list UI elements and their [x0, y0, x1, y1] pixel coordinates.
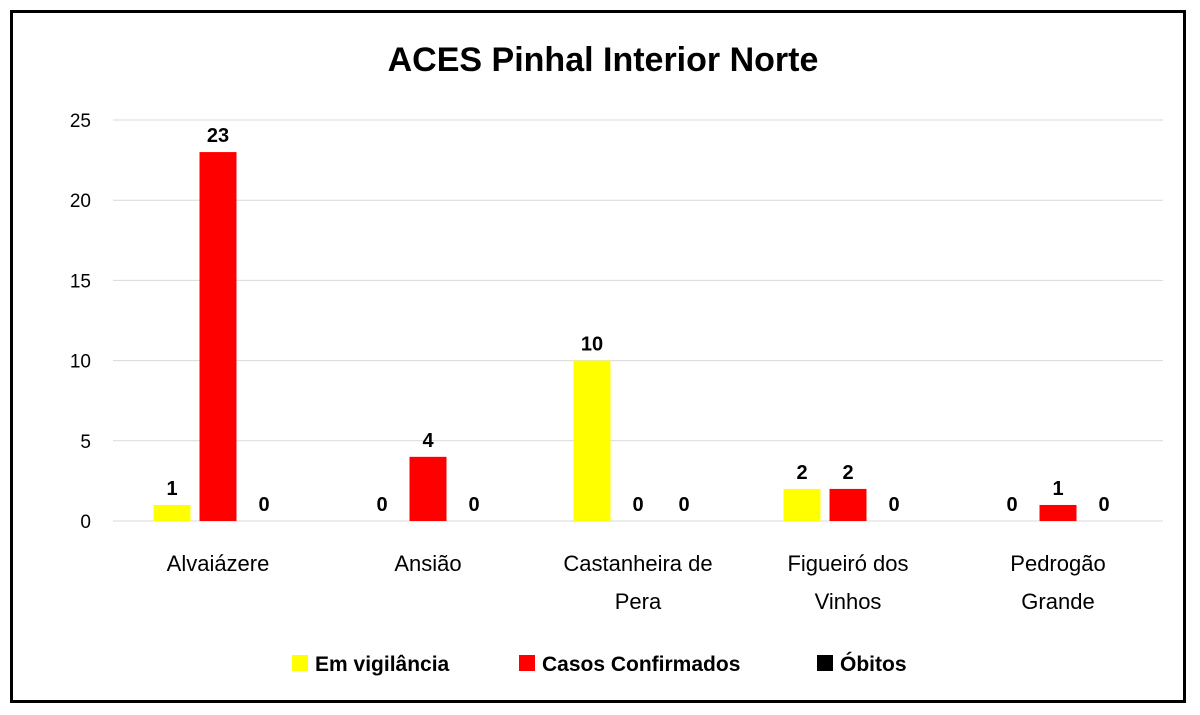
- data-label: 2: [796, 462, 807, 484]
- y-tick-label: 15: [70, 271, 91, 292]
- data-label: 2: [842, 462, 853, 484]
- data-label: 0: [1006, 494, 1017, 516]
- data-label: 0: [468, 494, 479, 516]
- legend-swatch: [292, 655, 308, 671]
- bar: [783, 488, 821, 521]
- legend-swatch: [817, 655, 833, 671]
- legend-label: Casos Confirmados: [542, 653, 740, 676]
- category-label: Castanheira de: [563, 551, 712, 576]
- category-labels: Alvaiázere Ansião Castanheira de Pera Figuei…: [167, 551, 1106, 614]
- y-axis-ticks: 0 5 10 15 20 25: [70, 111, 91, 533]
- chart-title: ACES Pinhal Interior Norte: [388, 41, 819, 79]
- data-label: 0: [258, 494, 269, 516]
- bar: [829, 488, 867, 521]
- data-label: 1: [1052, 478, 1063, 500]
- category-label: Pedrogão: [1010, 551, 1105, 576]
- y-tick-label: 25: [70, 111, 91, 132]
- bar: [573, 360, 611, 521]
- y-tick-label: 20: [70, 191, 91, 212]
- data-label: 0: [376, 494, 387, 516]
- y-tick-label: 10: [70, 352, 91, 373]
- bar: [1039, 504, 1077, 521]
- data-label: 0: [1098, 494, 1109, 516]
- category-label: Ansião: [394, 551, 461, 576]
- legend-label: Em vigilância: [315, 653, 450, 676]
- legend-swatch: [519, 655, 535, 671]
- data-label: 10: [581, 334, 603, 356]
- bar: [199, 152, 237, 521]
- data-label: 4: [422, 430, 434, 452]
- category-label: Pera: [615, 589, 662, 614]
- category-label: Vinhos: [815, 589, 882, 614]
- grid-lines: [113, 119, 1163, 522]
- data-label: 0: [888, 494, 899, 516]
- category-label: Figueiró dos: [787, 551, 908, 576]
- bars: [153, 152, 1077, 521]
- category-label: Alvaiázere: [167, 551, 270, 576]
- data-label: 1: [166, 478, 177, 500]
- y-tick-label: 5: [80, 432, 91, 453]
- category-label: Grande: [1021, 589, 1094, 614]
- legend-label: Óbitos: [840, 652, 907, 676]
- data-label: 0: [678, 494, 689, 516]
- legend: Em vigilância Casos Confirmados Óbitos: [292, 652, 907, 676]
- bar: [409, 456, 447, 521]
- data-label: 23: [207, 125, 229, 147]
- y-tick-label: 0: [80, 512, 91, 533]
- bar: [153, 504, 191, 521]
- data-label: 0: [632, 494, 643, 516]
